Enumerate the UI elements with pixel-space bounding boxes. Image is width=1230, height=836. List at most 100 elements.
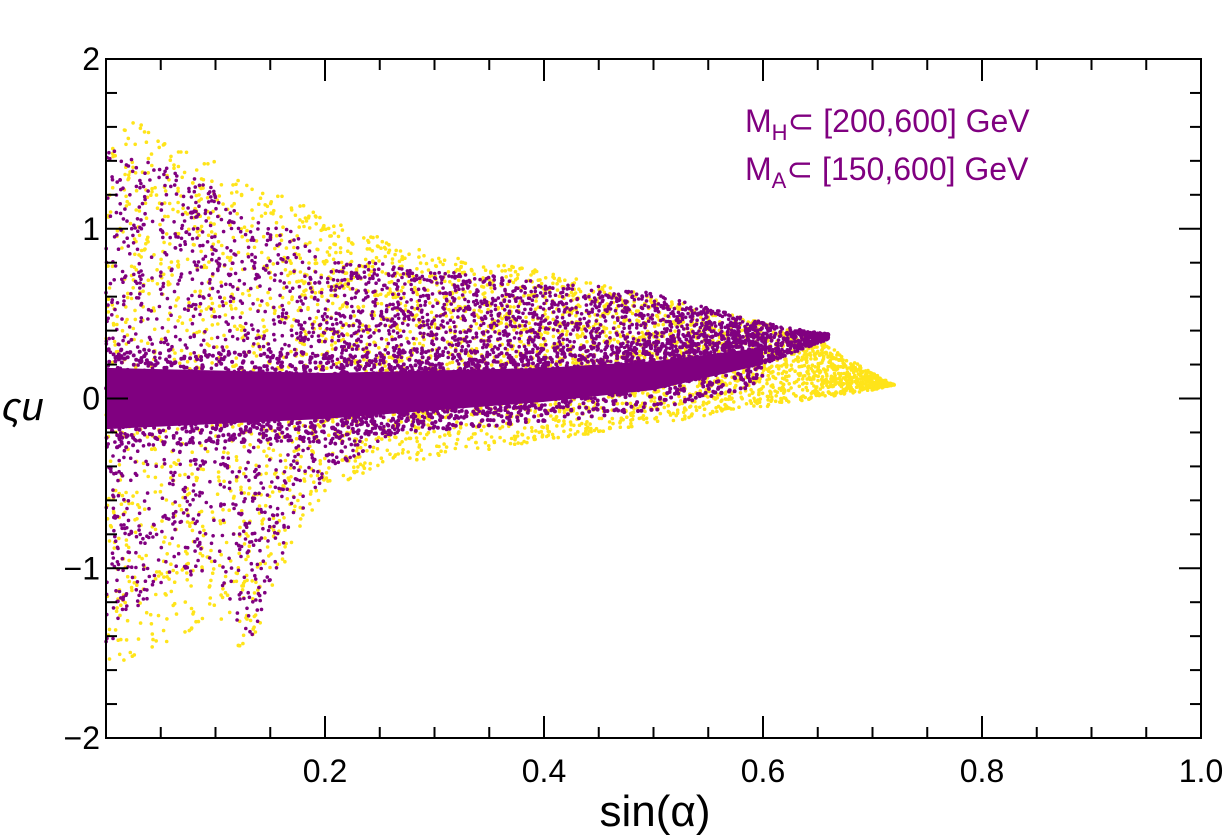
data-point [131,494,135,498]
data-point [445,321,450,325]
data-point [180,175,184,180]
data-point [380,270,385,274]
data-point [797,373,802,378]
data-point [124,305,128,309]
data-point [256,227,260,231]
data-point [375,235,380,239]
data-point [406,450,411,454]
data-point [630,311,635,316]
data-point [222,333,226,338]
data-point [150,186,154,191]
data-point [131,326,136,331]
data-point [245,550,250,555]
data-point [636,331,641,335]
data-point [316,423,320,427]
data-point [239,328,244,333]
data-point [108,281,113,286]
data-point [818,387,823,391]
data-point [496,305,501,310]
data-point [229,307,234,311]
data-point [543,276,548,280]
data-point [176,186,180,191]
data-point [784,359,788,363]
data-point [544,342,548,347]
data-point [756,398,760,402]
data-point [790,367,794,371]
data-point [805,371,810,375]
data-point [332,224,336,228]
data-point [161,143,166,147]
data-point [447,307,451,312]
data-point [206,233,211,238]
data-point [399,289,404,293]
data-point [113,343,117,347]
data-point [124,194,128,199]
data-point [520,266,524,271]
data-point [845,370,850,374]
data-point [133,317,138,322]
data-point [216,289,220,294]
data-point [218,521,223,526]
data-point [146,156,151,161]
data-point [110,185,115,190]
data-point [338,250,343,255]
data-point [825,344,829,349]
data-point [808,351,812,356]
data-point [172,461,176,465]
data-point [837,357,841,362]
data-point [209,296,213,301]
data-point [245,238,250,243]
data-point [241,633,246,638]
data-point [432,322,437,326]
data-point [128,252,132,256]
data-point [248,307,253,311]
data-point [185,257,190,262]
data-point [508,268,513,272]
data-point [208,596,213,600]
data-point [581,432,586,436]
data-point [827,391,832,396]
data-point [839,383,843,388]
data-point [473,283,477,287]
data-point [162,575,166,579]
data-point [302,477,306,481]
data-point [226,451,230,455]
data-point [209,548,213,553]
data-point [551,334,556,339]
data-point [172,601,177,606]
data-point [557,294,562,299]
data-point [390,261,395,265]
data-point [172,220,176,224]
data-point [534,299,538,303]
data-point [162,540,166,544]
data-point [251,327,255,332]
data-point [289,540,294,545]
data-point [500,269,504,273]
data-point [150,190,154,194]
data-point [238,229,243,234]
data-point [166,280,170,284]
data-point [267,446,271,451]
data-point [191,242,196,247]
data-point [107,286,112,290]
data-point [361,464,366,468]
data-point [374,255,379,260]
data-point [116,478,120,483]
data-point [666,314,670,319]
data-point [120,246,124,250]
data-point [765,381,769,386]
data-point [773,376,778,381]
data-point [180,321,185,326]
data-point [802,357,807,361]
data-point [345,304,349,309]
data-point [398,328,402,333]
data-point [549,414,553,418]
data-point [237,423,241,428]
data-point [362,357,366,362]
data-point [163,592,167,596]
data-point [615,333,620,337]
data-point [354,267,359,272]
data-point [117,652,122,657]
data-point [126,173,131,177]
data-point [138,532,142,537]
